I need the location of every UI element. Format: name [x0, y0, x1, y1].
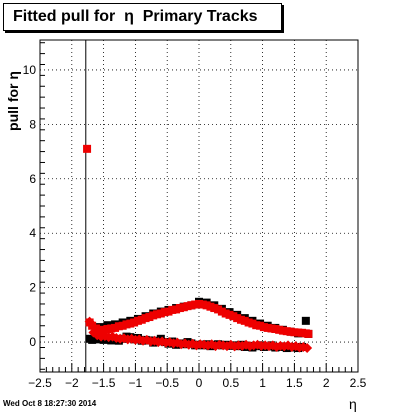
chart-title-box: Fitted pull for η Primary Tracks [3, 3, 282, 31]
timestamp-label: Wed Oct 8 18:27:30 2014 [3, 399, 97, 408]
x-axis-ticks: −2.5 −2 −1.5 −1 −0.5 0 0.5 1 1.5 2 2.5 [28, 363, 367, 390]
x-axis-label: η [349, 396, 357, 412]
y-tick-label: 8 [29, 117, 36, 131]
x-tick-label: 0 [196, 376, 203, 390]
x-tick-label: 2 [323, 376, 330, 390]
y-tick-label: 4 [29, 226, 36, 240]
data-point [84, 316, 95, 327]
x-tick-label: −1.5 [92, 376, 116, 390]
series-3 [84, 316, 313, 354]
x-tick-label: 1.5 [286, 376, 303, 390]
series-2 [83, 144, 313, 338]
x-tick-label: −1 [129, 376, 143, 390]
chart-title: Fitted pull for η Primary Tracks [13, 8, 258, 25]
x-tick-label: 0.5 [222, 376, 239, 390]
x-tick-label: 2.5 [350, 376, 367, 390]
x-tick-label: −2.5 [28, 376, 52, 390]
data-point [301, 316, 310, 325]
data-point [304, 329, 313, 338]
x-tick-label: −0.5 [155, 376, 179, 390]
y-axis-label: pull for η [5, 71, 21, 131]
x-tick-label: −2 [65, 376, 79, 390]
data-point [302, 343, 313, 354]
y-tick-label: 6 [29, 172, 36, 186]
y-tick-label: 2 [29, 281, 36, 295]
y-axis-ticks: 0 2 4 6 8 10 [23, 42, 45, 370]
y-tick-label: 0 [29, 335, 36, 349]
data-point [83, 144, 92, 153]
y-tick-label: 10 [23, 63, 37, 77]
data-points [83, 144, 313, 354]
x-tick-label: 1 [259, 376, 266, 390]
